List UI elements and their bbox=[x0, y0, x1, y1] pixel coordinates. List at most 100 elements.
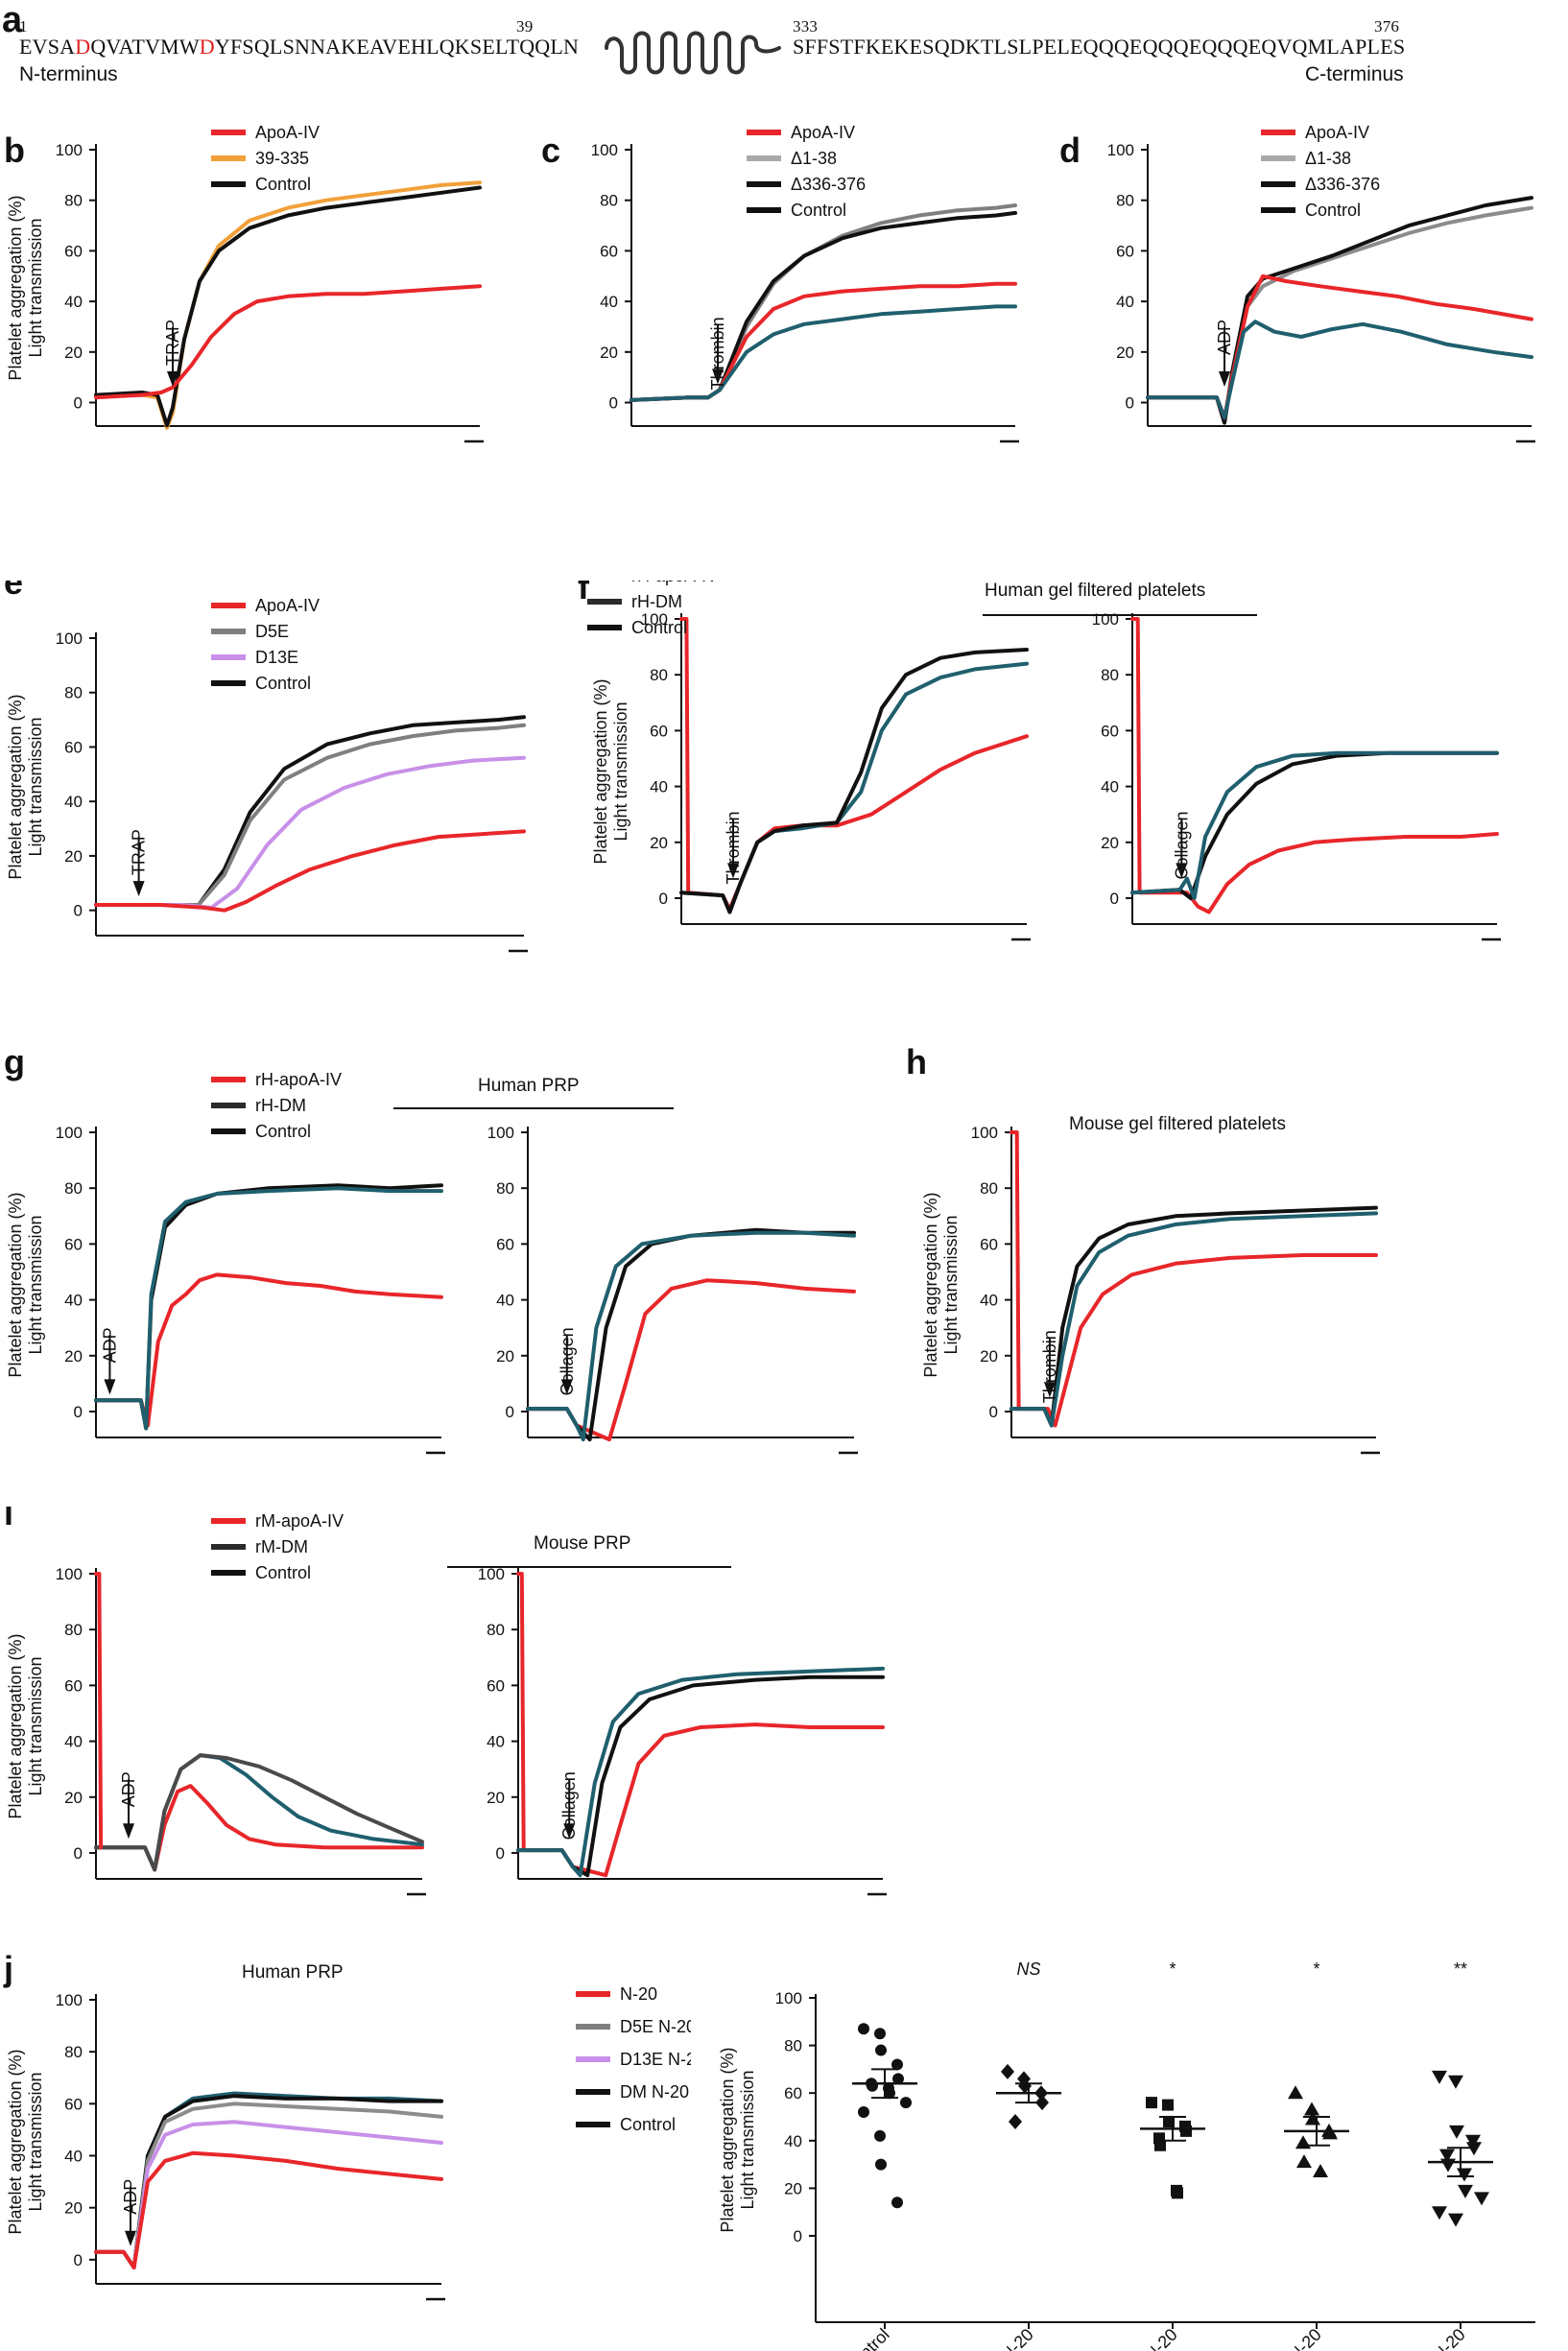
title-underline bbox=[447, 1566, 731, 1568]
y-axis-label-line1-e: Platelet aggregation (%) bbox=[6, 694, 25, 879]
chart-f1: f 0 20 40 60 80 100 Platelet aggregation (%) Lig… bbox=[578, 581, 1031, 941]
y-tick-label-h: 20 bbox=[980, 1347, 998, 1365]
significance-n-20: ** bbox=[1454, 1959, 1467, 1979]
legend-label-f1-control: Control bbox=[631, 618, 687, 637]
data-point-n-20 bbox=[1457, 2168, 1472, 2182]
legend-label-c-control: Control bbox=[791, 201, 846, 220]
y-tick-label-h: 60 bbox=[980, 1235, 998, 1253]
y-tick-label-h: 0 bbox=[989, 1403, 998, 1421]
series-line-h-rh-apoa-iv bbox=[1010, 1130, 1378, 1428]
y-tick-label-e: 80 bbox=[64, 684, 83, 702]
position-376: 376 bbox=[1374, 17, 1400, 36]
data-point-d5e-n-20 bbox=[1180, 2125, 1192, 2137]
series-line-b-39-335 bbox=[94, 180, 482, 430]
y-axis-label-line1-i1: Platelet aggregation (%) bbox=[6, 1633, 25, 1818]
y-tick-label-d: 20 bbox=[1116, 344, 1134, 362]
y-tick-label-f1: 60 bbox=[650, 722, 668, 740]
y-tick-label-i1: 60 bbox=[64, 1676, 83, 1695]
agonist-arrow-head-c bbox=[712, 368, 724, 385]
y-tick-label-g1: 20 bbox=[64, 1347, 83, 1365]
panel-letter-a: a bbox=[2, 0, 23, 40]
legend-label-i1-rm-dm: rM-DM bbox=[255, 1537, 308, 1556]
legend-label-i1-control: Control bbox=[255, 1563, 311, 1582]
agonist-label-b: TRAP bbox=[163, 320, 182, 366]
series-line-e-d13e bbox=[94, 755, 526, 910]
data-point-control bbox=[858, 2106, 869, 2119]
title-human-gel-filtered: Human gel filtered platelets bbox=[985, 581, 1206, 601]
y-tick-label-h: 40 bbox=[980, 1292, 998, 1310]
series-line-i1-rm-dm bbox=[94, 1753, 424, 1872]
agonist-label-h: Thrombin bbox=[1040, 1330, 1059, 1403]
legend-label-g1-rh-dm: rH-DM bbox=[255, 1096, 306, 1115]
legend-label-j1-d5e-n-20: D5E N-20 bbox=[620, 2017, 691, 2036]
agonist-label-d: ADP bbox=[1215, 320, 1234, 355]
agonist-label-i1: ADP bbox=[119, 1771, 138, 1807]
series-line-g2-rh-dm bbox=[526, 1227, 856, 1442]
agonist-label-j1: ADP bbox=[121, 2179, 140, 2215]
legend-label-b-39-335: 39-335 bbox=[255, 149, 309, 168]
series-line-f2-control bbox=[1130, 750, 1499, 900]
agonist-arrow-head-d bbox=[1219, 370, 1230, 387]
agonist-label-g2: Collagen bbox=[558, 1327, 577, 1395]
panel-letter-f1: f bbox=[578, 581, 590, 606]
title-mouse-gel-filtered: Mouse gel filtered platelets bbox=[1069, 1114, 1287, 1134]
y-tick-label-c: 40 bbox=[600, 293, 618, 311]
agonist-arrow-head-b bbox=[167, 370, 178, 387]
y-axis-label-line1-h: Platelet aggregation (%) bbox=[921, 1192, 940, 1377]
c-terminal-sequence: SFFSTFKEKESQDKTLSLPELEQQQEQQQEQQQEQVQMLA… bbox=[793, 35, 1406, 59]
legend-label-f1-rh-apoa-iv: rH-apoA-IV bbox=[631, 581, 718, 585]
y-tick-label-g1: 40 bbox=[64, 1292, 83, 1310]
y-tick-label-b: 0 bbox=[74, 394, 83, 413]
legend-label-c-1-38: Δ1-38 bbox=[791, 149, 837, 168]
y-tick-label-i2: 80 bbox=[487, 1621, 505, 1639]
series-line-b-apoa-iv bbox=[94, 284, 482, 400]
y-tick-label-i1: 0 bbox=[74, 1844, 83, 1863]
panel-letter-c: c bbox=[541, 131, 560, 170]
legend-label-d-336-376: Δ336-376 bbox=[1305, 175, 1380, 194]
y-tick-label-d: 60 bbox=[1116, 242, 1134, 260]
legend-label-c-apoa-iv: ApoA-IV bbox=[791, 125, 855, 142]
y-tick-label-g1: 60 bbox=[64, 1235, 83, 1253]
y-tick-label-f2: 0 bbox=[1110, 890, 1119, 908]
chart-b: b 0 20 40 60 80 100 Platelet aggregation (%) Lig… bbox=[4, 125, 484, 443]
data-point-dm-n-20 bbox=[1018, 2078, 1032, 2094]
x-tick-label-n-20: N-20 bbox=[1429, 2325, 1469, 2351]
y-axis-label-line1-g1: Platelet aggregation (%) bbox=[6, 1192, 25, 1377]
y-tick-label-j2: 0 bbox=[794, 2227, 802, 2245]
legend-label-b-apoa-iv: ApoA-IV bbox=[255, 125, 320, 142]
y-tick-label-i1: 40 bbox=[64, 1733, 83, 1751]
data-point-n-20 bbox=[1448, 2213, 1463, 2227]
y-tick-label-e: 20 bbox=[64, 847, 83, 866]
data-point-control bbox=[867, 2079, 878, 2092]
significance-d5e-n-20: * bbox=[1169, 1959, 1176, 1979]
y-tick-label-b: 100 bbox=[56, 141, 83, 159]
y-tick-label-i2: 20 bbox=[487, 1789, 505, 1807]
y-tick-label-b: 40 bbox=[64, 293, 83, 311]
y-tick-label-g2: 100 bbox=[487, 1124, 514, 1142]
y-tick-label-f2: 60 bbox=[1101, 722, 1119, 740]
data-point-d5e-n-20 bbox=[1154, 2139, 1166, 2151]
chart-j2-scatter: 0 20 40 60 80 100 Platelet aggregation (%) Ligh… bbox=[718, 1959, 1535, 2351]
y-axis-label-line2-j1: Light transmission bbox=[26, 2072, 45, 2211]
y-tick-label-c: 60 bbox=[600, 242, 618, 260]
y-tick-label-j2: 100 bbox=[775, 1989, 802, 2007]
data-point-n-20 bbox=[1458, 2184, 1473, 2198]
y-tick-label-g2: 0 bbox=[506, 1403, 514, 1421]
y-tick-label-d: 80 bbox=[1116, 192, 1134, 210]
significance-dm-n-20: NS bbox=[1016, 1959, 1040, 1979]
chart-h: h 0 20 40 60 80 100 Platelet aggregation (%) Lig… bbox=[906, 1046, 1380, 1455]
chart-c: c 0 20 40 60 80 100 Thrombin ApoA-IV Δ1-38 Δ336-37… bbox=[541, 125, 1019, 443]
agonist-arrow-head-e bbox=[132, 881, 145, 897]
panel-letter-g1: g bbox=[4, 1046, 25, 1081]
series-line-g2-rh-apoa-iv bbox=[526, 1278, 856, 1442]
y-tick-label-g2: 60 bbox=[496, 1235, 514, 1253]
y-tick-label-g1: 100 bbox=[56, 1124, 83, 1142]
c-terminus-label: C-terminus bbox=[1305, 63, 1404, 85]
series-line-j1-d13e-n-20 bbox=[94, 2120, 443, 2269]
legend-label-d-control: Control bbox=[1305, 201, 1361, 220]
agonist-arrow-head-f1 bbox=[727, 863, 739, 879]
y-tick-label-e: 0 bbox=[74, 902, 83, 920]
panel-letter-h: h bbox=[906, 1046, 927, 1081]
agonist-label-f2: Collagen bbox=[1172, 811, 1191, 879]
seq-prefix: EVSA bbox=[19, 35, 76, 59]
